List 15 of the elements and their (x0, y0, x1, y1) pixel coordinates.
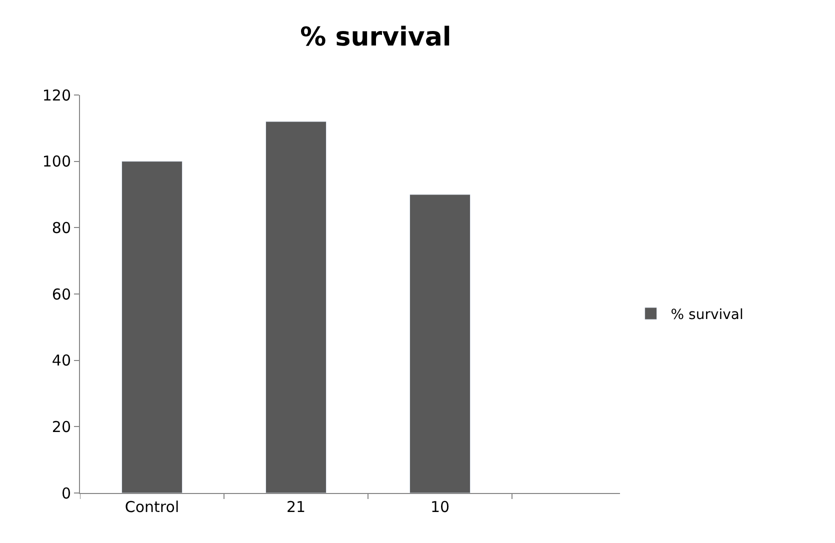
bar (266, 121, 326, 493)
x-tick-label: 10 (430, 498, 450, 516)
y-tick-label: 0 (61, 484, 71, 502)
legend-label: % survival (670, 306, 744, 323)
bar (410, 194, 470, 493)
x-tick-label: 21 (286, 498, 306, 516)
y-tick-label: 80 (52, 218, 71, 237)
y-tick-label: 60 (52, 285, 71, 304)
x-tick-label: Control (124, 498, 180, 516)
y-tick-label: 120 (42, 86, 71, 104)
chart-title: % survival (300, 22, 452, 52)
y-tick-label: 20 (52, 418, 71, 436)
y-tick-label: 100 (42, 152, 71, 171)
y-tick-label: 40 (52, 352, 71, 370)
bar (122, 161, 182, 493)
